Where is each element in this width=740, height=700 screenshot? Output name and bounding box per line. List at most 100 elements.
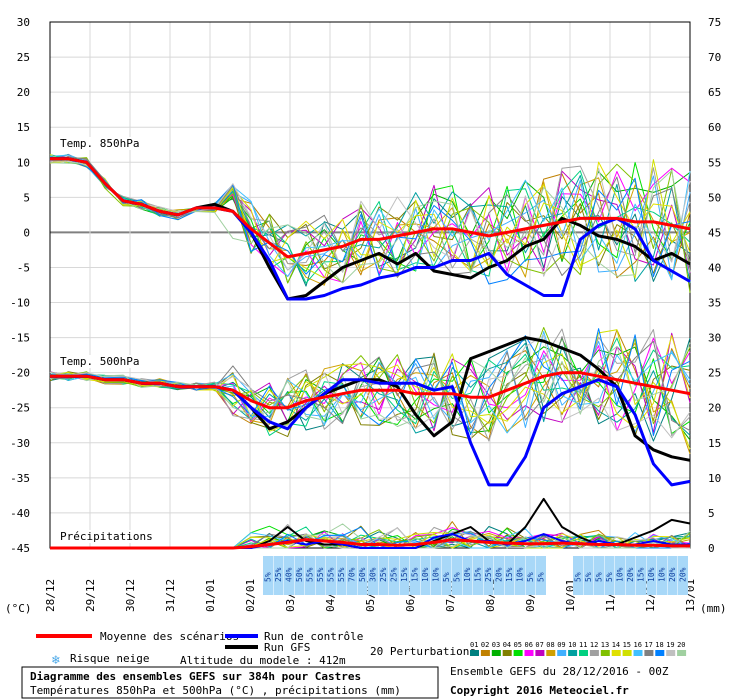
snow-risk-percent: 10% <box>658 567 667 582</box>
snow-risk-cell <box>357 556 368 595</box>
snow-risk-percent: 15% <box>411 567 420 582</box>
perturbation-18-t500 <box>49 328 691 437</box>
perturbation-17-t500 <box>49 336 691 432</box>
perturbation-swatch <box>633 650 643 656</box>
snow-risk-cell <box>273 556 284 595</box>
perturbation-number: 08 <box>546 641 554 649</box>
snow-risk-cell <box>305 556 315 595</box>
snow-risk-percent: 40% <box>285 567 294 582</box>
right-tick-label: 70 <box>708 51 721 64</box>
snow-risk-cell <box>263 556 273 595</box>
right-tick-label: 35 <box>708 297 721 310</box>
perturbation-number: 17 <box>644 641 652 649</box>
snow-risk-percent: 5% <box>584 572 593 582</box>
perturbation-number: 01 <box>470 641 478 649</box>
right-tick-label: 50 <box>708 191 721 204</box>
perturbation-swatch <box>470 650 479 656</box>
perturbation-number: 02 <box>481 641 489 649</box>
snow-risk-percent: 10% <box>463 567 472 582</box>
left-tick-label: -20 <box>10 367 30 380</box>
right-tick-label: 15 <box>708 437 721 450</box>
left-axis-unit: (°C) <box>5 602 32 615</box>
perturbation-number: 13 <box>601 641 609 649</box>
snow-risk-percent: 50% <box>358 567 367 582</box>
left-tick-label: -10 <box>10 297 30 310</box>
legend-perturbations-label: 20 Perturbations <box>370 645 476 658</box>
chart-subtitle: Températures 850hPa et 500hPa (°C) , pré… <box>30 684 401 697</box>
chart-title: Diagramme des ensembles GEFS sur 384h po… <box>30 670 361 683</box>
snow-risk-cell <box>646 556 657 595</box>
left-tick-label: -25 <box>10 402 30 415</box>
legend-altitude: Altitude du modele : 412m <box>180 654 346 667</box>
snow-risk-cell <box>494 556 504 595</box>
left-tick-label: 15 <box>17 121 30 134</box>
snow-risk-percent: 30% <box>369 567 378 582</box>
panel-label-t850: Temp. 850hPa <box>60 137 139 150</box>
right-tick-label: 55 <box>708 156 721 169</box>
snow-risk-cell <box>504 556 515 595</box>
snow-risk-percent: 5% <box>264 572 273 582</box>
snow-risk-percent: 10% <box>647 567 656 582</box>
snow-risk-percent: 20% <box>679 567 688 582</box>
snow-risk-cell <box>636 556 646 595</box>
perturbation-18-t850 <box>49 158 691 285</box>
panel-label-t500: Temp. 500hPa <box>60 355 139 368</box>
left-tick-label: 25 <box>17 51 30 64</box>
snow-risk-percent: 15% <box>474 567 483 582</box>
snow-risk-percent: 55% <box>327 567 336 582</box>
snow-risk-cell <box>368 556 378 595</box>
snow-risk-cell <box>473 556 483 595</box>
snow-risk-percent: 5% <box>537 572 546 582</box>
perturbation-15-t500 <box>49 329 691 450</box>
snow-risk-cell <box>625 556 636 595</box>
snow-risk-percent: 5% <box>574 572 583 582</box>
left-tick-label: 0 <box>23 226 30 239</box>
snow-risk-percent: 5% <box>453 572 462 582</box>
left-tick-label: 5 <box>23 191 30 204</box>
x-tick-label: 31/12 <box>164 579 177 612</box>
perturbation-swatch <box>644 650 654 656</box>
perturbation-swatch <box>622 650 632 656</box>
left-tick-label: -40 <box>10 507 30 520</box>
perturbation-swatch <box>546 650 556 656</box>
snow-risk-cell <box>389 556 399 595</box>
right-tick-label: 10 <box>708 472 721 485</box>
perturbation-20-t500 <box>49 342 691 427</box>
legend-mean-label: Moyenne des scénarios <box>100 630 239 643</box>
snow-risk-cell <box>483 556 494 595</box>
perturbation-number: 11 <box>579 641 587 649</box>
snow-risk-percent: 5% <box>605 572 614 582</box>
snow-risk-cell <box>452 556 462 595</box>
perturbation-number: 20 <box>677 641 685 649</box>
snow-risk-percent: 15% <box>637 567 646 582</box>
perturbation-swatch <box>655 650 665 656</box>
perturbation-19-t850 <box>49 160 691 277</box>
snow-risk-cell <box>326 556 336 595</box>
perturbation-swatch <box>513 650 523 656</box>
snow-risk-cell <box>515 556 525 595</box>
snow-risk-percent: 55% <box>306 567 315 582</box>
perturbation-swatch <box>557 650 567 656</box>
snow-risk-percent: 25% <box>274 567 283 582</box>
perturbation-11-t850 <box>49 154 691 284</box>
perturbation-swatch <box>579 650 588 656</box>
snow-risk-cell <box>462 556 473 595</box>
snow-risk-percent: 55% <box>316 567 325 582</box>
perturbation-number: 14 <box>612 641 620 649</box>
snow-risk-percent: 10% <box>432 567 441 582</box>
run-info: Ensemble GEFS du 28/12/2016 - 00Z <box>450 665 669 678</box>
perturbation-swatch <box>480 650 490 656</box>
snow-risk-cell <box>573 556 583 595</box>
perturbation-swatch <box>611 650 621 656</box>
perturbation-number: 16 <box>634 641 642 649</box>
snow-risk-cell <box>525 556 536 595</box>
right-tick-label: 45 <box>708 226 721 239</box>
snow-risk-cell <box>667 556 678 595</box>
copyright: Copyright 2016 Meteociel.fr <box>450 684 629 697</box>
snow-risk-cell <box>536 556 546 595</box>
panel-label-precip: Précipitations <box>60 530 153 543</box>
perturbation-number: 03 <box>492 641 500 649</box>
x-tick-label: 02/01 <box>244 579 257 612</box>
legend-gfs-label: Run GFS <box>264 641 310 654</box>
snow-risk-cell <box>410 556 420 595</box>
